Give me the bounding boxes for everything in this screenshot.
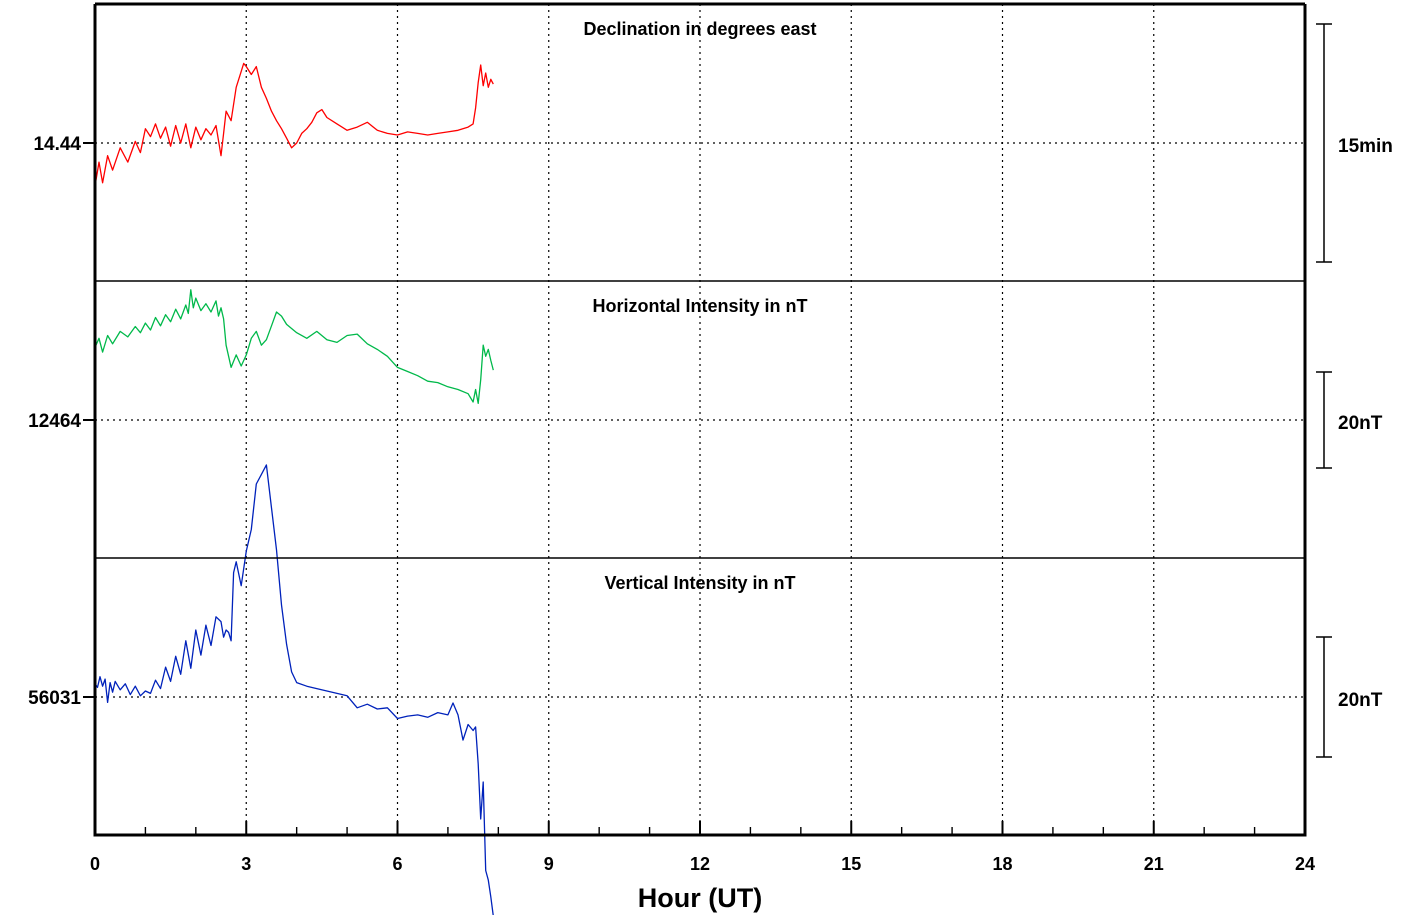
x-tick-label-9: 9 — [544, 854, 554, 874]
ref-label-1: 14.44 — [33, 134, 81, 155]
ref-label-3: 56031 — [28, 688, 81, 709]
x-tick-label-0: 0 — [90, 854, 100, 874]
x-tick-label-3: 3 — [241, 854, 251, 874]
data-series — [94, 62, 494, 915]
x-tick-label-12: 12 — [690, 854, 710, 874]
x-tick-label-18: 18 — [992, 854, 1012, 874]
x-tick-label-6: 6 — [392, 854, 402, 874]
x-tick-label-15: 15 — [841, 854, 861, 874]
x-axis-label: Hour (UT) — [638, 883, 762, 913]
scale-label-2: 20nT — [1338, 413, 1383, 434]
ref-label-2: 12464 — [28, 411, 81, 432]
series-line-1 — [94, 62, 494, 187]
scale-label-1: 15min — [1338, 136, 1393, 157]
reference-lines — [83, 142, 1305, 698]
scale-label-3: 20nT — [1338, 690, 1383, 711]
x-tick-label-21: 21 — [1144, 854, 1164, 874]
series-line-2 — [94, 289, 494, 405]
panel-title-2: Horizontal Intensity in nT — [593, 296, 808, 316]
panel-title-1: Declination in degrees east — [583, 19, 816, 39]
chart-labels: 14.44 Declination in degrees east 15min 124… — [28, 19, 1393, 913]
x-tick-label-24: 24 — [1295, 854, 1315, 874]
plot-frame — [93, 2, 1332, 837]
series-line-3 — [94, 464, 494, 915]
panel-title-3: Vertical Intensity in nT — [604, 573, 795, 593]
grid-lines — [245, 4, 1155, 835]
